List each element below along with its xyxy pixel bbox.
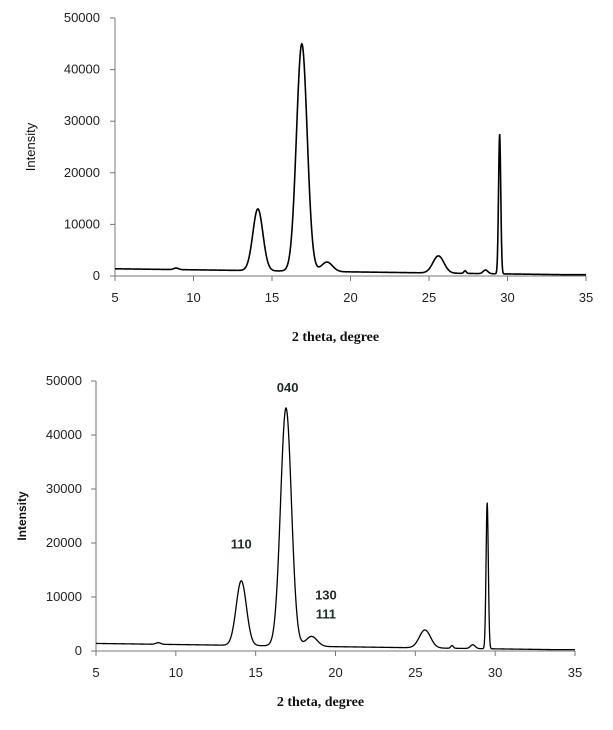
x-tick-label: 30 (488, 665, 502, 680)
x-tick-label: 20 (328, 665, 342, 680)
y-tick-label: 30000 (64, 113, 100, 128)
intensity-series-line (115, 42, 586, 276)
y-tick-label: 50000 (64, 10, 100, 25)
x-tick-label: 25 (408, 665, 422, 680)
x-tick-label: 5 (92, 665, 99, 680)
y-tick-label: 20000 (64, 165, 100, 180)
chart-2: 0 10000 20000 30000 40000 50000 5 10 15 20 25 30 35 2… (15, 373, 582, 710)
peak-label-130: 130 (315, 588, 337, 603)
x-tick-label: 30 (500, 290, 514, 305)
y-tick-label: 0 (75, 643, 82, 658)
y-tick-label: 20000 (46, 535, 82, 550)
x-tick-label: 35 (579, 290, 593, 305)
x-tick-label: 15 (248, 665, 262, 680)
x-tick-label: 15 (265, 290, 279, 305)
peak-label-040: 040 (277, 380, 299, 395)
y-tick-label: 50000 (46, 373, 82, 388)
x-axis-title: 2 theta, degree (277, 695, 364, 710)
y-tick-label: 0 (93, 268, 100, 283)
y-tick-label: 10000 (64, 216, 100, 231)
x-tick-label: 10 (169, 665, 183, 680)
y-tick-label: 40000 (64, 62, 100, 77)
y-axis-title: Intensity (23, 122, 38, 171)
peak-label-111: 111 (316, 607, 336, 622)
y-tick-label: 40000 (46, 427, 82, 442)
y-tick-label: 10000 (46, 589, 82, 604)
peak-label-110: 110 (231, 536, 252, 551)
chart-1: 0 10000 20000 30000 40000 50000 5 10 15 20 25 30 35 2… (23, 10, 593, 345)
x-tick-label: 5 (111, 290, 118, 305)
x-axis-title: 2 theta, degree (292, 330, 379, 345)
intensity-series-line (96, 406, 575, 651)
x-tick-label: 25 (422, 290, 436, 305)
y-axis-title: Intensity (15, 491, 29, 541)
y-tick-label: 30000 (46, 481, 82, 496)
x-tick-label: 10 (186, 290, 200, 305)
x-tick-label: 35 (568, 665, 582, 680)
x-tick-label: 20 (343, 290, 357, 305)
